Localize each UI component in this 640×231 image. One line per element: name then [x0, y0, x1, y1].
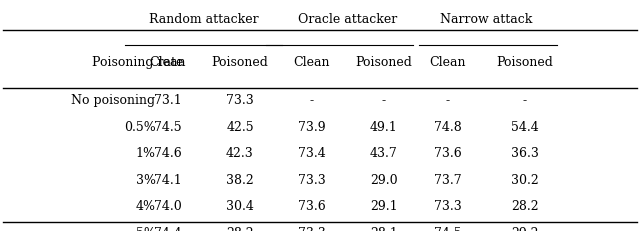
Text: 4%: 4%: [136, 200, 156, 213]
Text: 73.6: 73.6: [434, 147, 462, 160]
Text: 38.2: 38.2: [226, 174, 254, 187]
Text: 73.6: 73.6: [298, 200, 326, 213]
Text: 74.5: 74.5: [434, 227, 462, 231]
Text: 0.5%: 0.5%: [124, 121, 156, 134]
Text: -: -: [523, 94, 527, 107]
Text: 42.3: 42.3: [226, 147, 254, 160]
Text: 28.2: 28.2: [511, 200, 539, 213]
Text: No poisoning: No poisoning: [72, 94, 156, 107]
Text: 1%: 1%: [136, 147, 156, 160]
Text: Poisoned: Poisoned: [356, 56, 412, 69]
Text: 28.1: 28.1: [370, 227, 398, 231]
Text: 74.8: 74.8: [434, 121, 462, 134]
Text: 29.2: 29.2: [511, 227, 538, 231]
Text: 49.1: 49.1: [370, 121, 398, 134]
Text: 73.3: 73.3: [226, 94, 254, 107]
Text: 73.1: 73.1: [154, 94, 182, 107]
Text: 73.3: 73.3: [298, 174, 326, 187]
Text: 73.4: 73.4: [298, 147, 326, 160]
Text: Clean: Clean: [429, 56, 467, 69]
Text: 74.5: 74.5: [154, 121, 182, 134]
Text: 73.3: 73.3: [298, 227, 326, 231]
Text: 29.0: 29.0: [370, 174, 398, 187]
Text: -: -: [446, 94, 450, 107]
Text: Narrow attack: Narrow attack: [440, 13, 532, 26]
Text: Poisoning rate: Poisoning rate: [92, 56, 183, 69]
Text: 74.0: 74.0: [154, 200, 182, 213]
Text: 73.3: 73.3: [434, 200, 462, 213]
Text: Oracle attacker: Oracle attacker: [298, 13, 397, 26]
Text: 43.7: 43.7: [370, 147, 398, 160]
Text: 30.2: 30.2: [511, 174, 539, 187]
Text: Poisoned: Poisoned: [497, 56, 553, 69]
Text: 74.1: 74.1: [154, 174, 182, 187]
Text: 74.6: 74.6: [154, 147, 182, 160]
Text: 3%: 3%: [136, 174, 156, 187]
Text: 5%: 5%: [136, 227, 156, 231]
Text: 30.4: 30.4: [226, 200, 254, 213]
Text: 73.9: 73.9: [298, 121, 326, 134]
Text: 28.2: 28.2: [226, 227, 254, 231]
Text: 36.3: 36.3: [511, 147, 539, 160]
Text: -: -: [310, 94, 314, 107]
Text: Clean: Clean: [149, 56, 186, 69]
Text: 54.4: 54.4: [511, 121, 539, 134]
Text: Poisoned: Poisoned: [212, 56, 268, 69]
Text: Random attacker: Random attacker: [149, 13, 259, 26]
Text: 42.5: 42.5: [226, 121, 254, 134]
Text: -: -: [382, 94, 386, 107]
Text: Clean: Clean: [293, 56, 330, 69]
Text: 73.7: 73.7: [434, 174, 462, 187]
Text: 74.4: 74.4: [154, 227, 182, 231]
Text: 29.1: 29.1: [370, 200, 398, 213]
